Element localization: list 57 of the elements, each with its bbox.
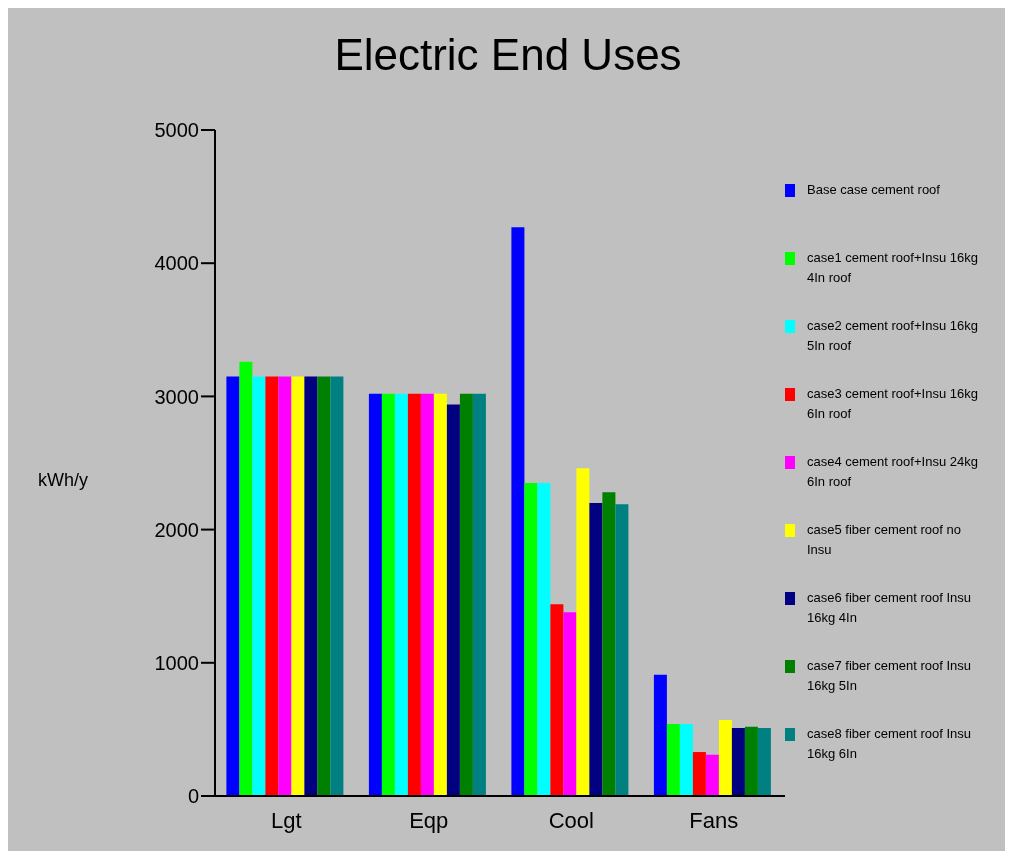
legend-label: case1 cement roof+Insu 16kg 4In roof — [807, 249, 979, 287]
bar — [252, 376, 266, 796]
bar — [304, 376, 318, 796]
y-tick-label: 5000 — [154, 119, 199, 142]
legend-label: case5 fiber cement roof no Insu — [807, 521, 962, 559]
bar — [459, 393, 473, 796]
bar — [679, 724, 693, 796]
bar — [317, 376, 331, 796]
bar — [757, 728, 771, 796]
legend-label: case7 fiber cement roof Insu 16kg 5In — [807, 657, 973, 695]
bar — [666, 724, 680, 796]
bar — [524, 482, 538, 796]
legend-label: case3 cement roof+Insu 16kg 6In roof — [807, 385, 979, 423]
legend-label: case4 cement roof+Insu 24kg 6In roof — [807, 453, 979, 491]
bar — [718, 720, 732, 796]
legend-label: case2 cement roof+Insu 16kg 5In roof — [807, 317, 979, 355]
x-tick-label: Lgt — [270, 807, 302, 833]
bar — [368, 393, 382, 796]
bar — [330, 376, 344, 796]
bar — [511, 227, 525, 796]
y-tick-label: 1000 — [154, 651, 199, 674]
bar — [589, 502, 603, 796]
y-tick-label: 2000 — [154, 518, 199, 541]
bar — [291, 376, 305, 796]
y-tick-label: 3000 — [154, 385, 199, 408]
bar — [615, 504, 629, 796]
bar — [472, 393, 486, 796]
bar — [537, 482, 551, 796]
legend-label: case6 fiber cement roof Insu 16kg 4In — [807, 589, 973, 627]
bar — [731, 728, 745, 796]
bar — [653, 674, 667, 796]
chart-title: Electric End Uses — [333, 30, 683, 80]
y-tick-label: 0 — [187, 785, 199, 808]
legend-label: case8 fiber cement roof Insu 16kg 6In — [807, 725, 973, 763]
bar — [420, 393, 434, 796]
bar — [407, 393, 421, 796]
bar — [239, 361, 253, 796]
legend-label: Base case cement roof — [807, 181, 941, 199]
bar — [381, 393, 395, 796]
y-axis-title: kWh/y — [38, 470, 89, 491]
bar — [446, 404, 460, 796]
y-tick-label: 4000 — [154, 252, 199, 275]
bar — [226, 376, 240, 796]
bar — [563, 612, 577, 796]
x-tick-label: Cool — [548, 807, 594, 833]
bar — [744, 726, 758, 796]
bar — [278, 376, 292, 796]
bar — [433, 393, 447, 796]
x-tick-label: Eqp — [409, 807, 449, 833]
bar — [692, 752, 706, 796]
bar — [265, 376, 279, 796]
bar — [550, 604, 564, 796]
bar — [705, 754, 719, 796]
bar — [602, 492, 616, 796]
x-tick-label: Fans — [689, 807, 739, 833]
bar — [394, 393, 408, 796]
bar — [576, 468, 590, 796]
